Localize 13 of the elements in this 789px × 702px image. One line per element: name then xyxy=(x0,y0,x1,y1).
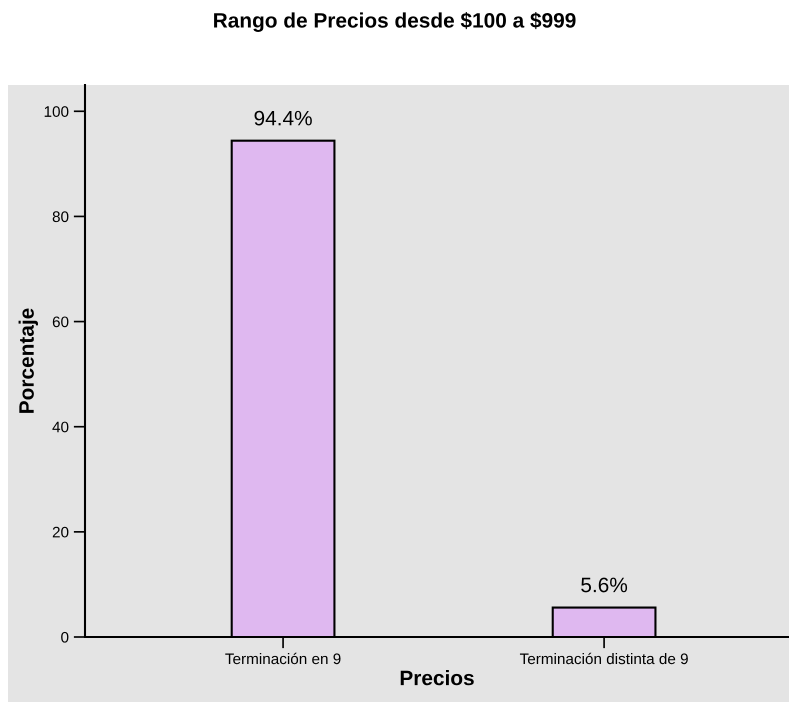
y-tick-label: 0 xyxy=(61,632,68,643)
chart-title: Rango de Precios desde $100 a $999 xyxy=(214,12,576,32)
y-tick-label: 60 xyxy=(52,316,68,328)
y-tick-label: 80 xyxy=(52,211,68,222)
y-tick-label: 100 xyxy=(44,106,68,117)
y-tick-label: 20 xyxy=(52,526,68,538)
y-axis-title: Porcentaje xyxy=(18,308,38,413)
data-label: 94.4% xyxy=(254,110,312,126)
data-label: 5.6% xyxy=(581,578,628,592)
x-tick-label: Terminación en 9 xyxy=(225,652,341,664)
x-axis-title: Precios xyxy=(400,670,474,686)
y-tick-label: 40 xyxy=(52,422,68,432)
x-tick-label: Terminación distinta de 9 xyxy=(520,652,688,664)
